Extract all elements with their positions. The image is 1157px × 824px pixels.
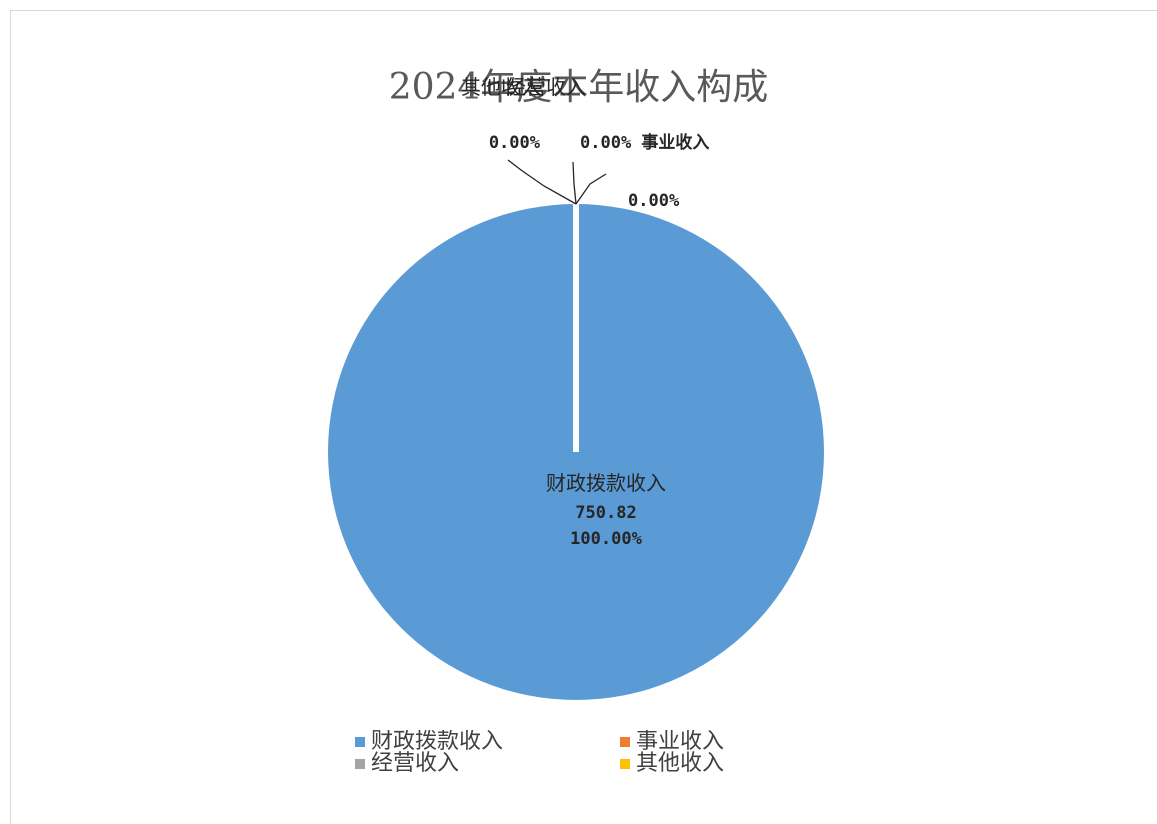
- legend-item: 经营收入: [355, 752, 459, 774]
- legend-label: 经营收入: [371, 751, 460, 775]
- chart-frame: [10, 10, 1157, 824]
- data-label: 0.00% 事业收入: [580, 132, 709, 153]
- legend-swatch: [620, 737, 630, 747]
- data-label: 750.82: [575, 503, 636, 523]
- legend-item: 其他收入: [620, 752, 724, 774]
- leader-line: [572, 161, 577, 205]
- data-label: 0.00%: [628, 191, 680, 211]
- data-label: 财政拨款收入: [546, 471, 666, 495]
- chart-title: 2024年度本年收入构成: [388, 67, 769, 108]
- data-label: 经营收入: [506, 75, 586, 99]
- data-label: 0.00%: [489, 133, 541, 153]
- leader-line: [575, 173, 607, 205]
- legend-item: 事业收入: [620, 730, 724, 754]
- legend-swatch: [355, 737, 365, 747]
- data-label: 100.00%: [570, 529, 642, 549]
- legend-label: 其他收入: [636, 751, 725, 775]
- legend-swatch: [620, 759, 630, 769]
- data-labels: 财政拨款收入 750.82 100.00% 0.00% 事业收入 0.00% 0.00% 其…: [461, 75, 709, 549]
- legend-swatch: [355, 759, 365, 769]
- legend-item: 财政拨款收入: [355, 730, 503, 754]
- leader-line: [507, 159, 577, 205]
- leader-lines: [507, 159, 607, 205]
- pie-slices: [328, 204, 824, 700]
- legend-label: 事业收入: [636, 730, 725, 754]
- legend-label: 财政拨款收入: [371, 730, 504, 754]
- data-label: 其他收入: [461, 75, 541, 99]
- legend: 财政拨款收入 事业收入 经营收入 其他收入: [355, 730, 795, 774]
